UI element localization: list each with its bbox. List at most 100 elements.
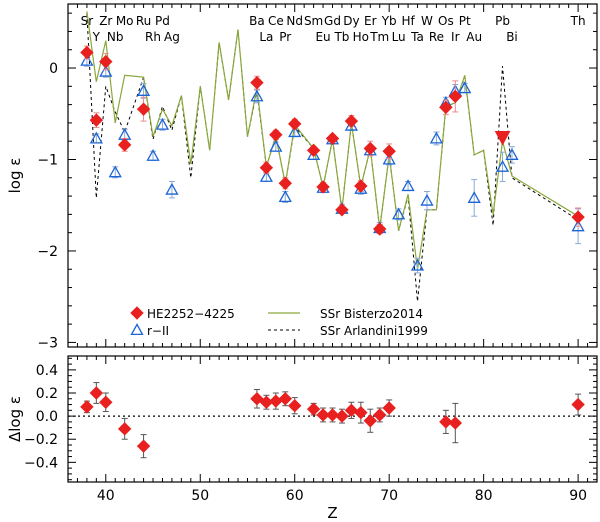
residual-point <box>448 416 463 430</box>
element-label: Th <box>570 14 586 28</box>
bottom-y-tick-label: 0.2 <box>36 386 58 402</box>
legend-rII-label: r−II <box>147 324 169 338</box>
rII-point <box>89 131 103 144</box>
element-label: Ho <box>353 30 369 44</box>
rII-point <box>458 81 472 94</box>
he2252-point <box>363 141 377 156</box>
residual-point <box>250 392 264 406</box>
rII-point <box>269 139 283 152</box>
he2252-point <box>382 144 396 158</box>
he2252-point <box>117 138 132 152</box>
legend-arlandini-label: SSr Arlandini1999 <box>320 324 428 338</box>
arlandini1999-line <box>86 13 579 302</box>
top-y-axis-label: log ε <box>6 158 24 194</box>
legend-rII-marker <box>130 323 144 336</box>
he2252-point <box>278 176 292 190</box>
bottom-y-tick-label: 0.0 <box>36 409 58 425</box>
residual-point <box>439 415 453 429</box>
x-axis-label: Z <box>327 504 337 522</box>
element-label: Sm <box>304 14 323 28</box>
element-label: Gd <box>324 14 341 28</box>
rII-point <box>392 207 406 220</box>
rII-point <box>495 159 510 172</box>
he2252-point <box>316 180 330 194</box>
element-label: Nd <box>286 14 303 28</box>
he2252-point <box>288 117 302 131</box>
legend-he2252-label: HE2252−4225 <box>147 307 235 321</box>
rII-point <box>401 179 415 192</box>
rII-point <box>571 219 585 232</box>
element-label: Bi <box>506 30 518 44</box>
element-label: Pt <box>459 14 471 28</box>
bottom-y-tick-label: 0.4 <box>36 363 58 379</box>
top-y-tick-label: −1 <box>37 152 58 168</box>
residual-point <box>278 392 292 406</box>
element-label: Re <box>429 30 444 44</box>
residual-point <box>306 402 321 416</box>
rII-point <box>146 148 160 161</box>
he2252-point <box>439 100 453 115</box>
rII-point <box>429 131 444 144</box>
element-label: Pb <box>495 14 510 28</box>
element-label: Yb <box>381 14 397 28</box>
he2252-point <box>373 222 387 236</box>
legend-he2252-marker <box>130 306 144 320</box>
element-label: Pr <box>279 30 291 44</box>
top-y-tick-label: −3 <box>37 335 58 351</box>
bottom-y-tick-label: −0.4 <box>24 455 58 471</box>
element-label: Mo <box>116 14 134 28</box>
residual-point <box>117 422 132 436</box>
residual-point <box>269 394 283 408</box>
x-tick-label: 70 <box>380 488 398 504</box>
rII-point <box>99 64 113 77</box>
element-label: Tb <box>333 30 349 44</box>
element-label: Zr <box>99 14 112 28</box>
x-tick-label: 80 <box>475 488 493 504</box>
he2252-point <box>269 128 283 142</box>
element-label: Ru <box>136 14 151 28</box>
he2252-point <box>448 89 463 104</box>
he2252-point <box>250 75 264 90</box>
residual-point <box>80 400 94 414</box>
rII-point <box>410 258 425 271</box>
element-label: Ta <box>410 30 424 44</box>
he2252-point <box>136 102 151 116</box>
x-tick-label: 60 <box>286 488 304 504</box>
residual-point <box>335 409 349 423</box>
x-tick-label: 40 <box>97 488 115 504</box>
residual-point <box>344 403 359 418</box>
rII-point <box>136 84 151 96</box>
element-label: W <box>421 14 433 28</box>
residual-point <box>136 439 151 453</box>
x-tick-label: 90 <box>569 488 587 504</box>
bottom-y-axis-label: Δlog ε <box>6 396 24 442</box>
element-label: Rh <box>145 30 161 44</box>
residual-point <box>382 401 396 415</box>
he2252-point <box>259 161 274 175</box>
rII-point <box>155 117 170 130</box>
element-label: Os <box>438 14 454 28</box>
residual-point <box>354 405 368 420</box>
element-label: Dy <box>343 14 359 28</box>
he2252-point <box>571 210 585 224</box>
rII-point <box>80 53 94 66</box>
residual-point <box>288 398 302 413</box>
he2252-point <box>80 45 94 60</box>
he2252-point <box>335 203 349 217</box>
rII-point <box>108 165 122 178</box>
residual-point <box>373 408 387 422</box>
he2252-point <box>99 54 113 69</box>
element-label: Lu <box>392 30 406 44</box>
element-label: Ce <box>268 14 284 28</box>
element-label: Au <box>466 30 482 44</box>
rII-point <box>420 193 434 206</box>
residual-point <box>571 397 585 412</box>
element-label: Tm <box>369 30 389 44</box>
he2252-point <box>344 114 359 128</box>
x-tick-label: 50 <box>191 488 209 504</box>
legend-bisterzo-label: SSr Bisterzo2014 <box>320 307 423 321</box>
top-panel-frame <box>67 3 598 348</box>
he2252-point <box>306 143 321 158</box>
top-y-tick-label: −2 <box>37 244 58 260</box>
